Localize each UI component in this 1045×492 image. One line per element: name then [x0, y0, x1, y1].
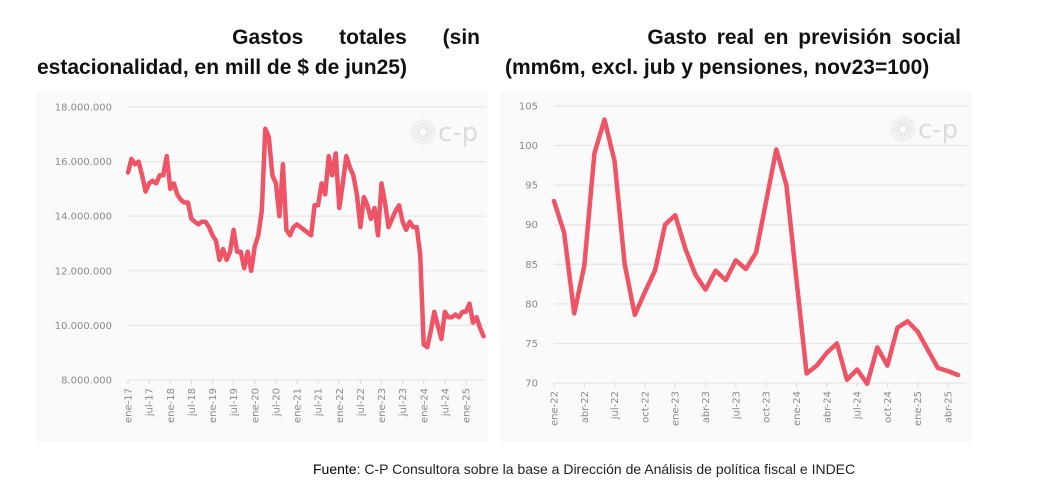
left-chart-y-tick-label: 14.000.000 — [55, 212, 112, 223]
source-text: C-P Consultora sobre la base a Dirección… — [364, 461, 856, 477]
right-chart-x-tick-label: abr-22 — [580, 391, 591, 423]
left-chart-x-tick-label: jul-17 — [145, 388, 156, 417]
right-chart-x-tick-label: abr-23 — [701, 391, 712, 423]
right-chart-y-tick-label: 70 — [525, 379, 538, 390]
right-chart-x-tick-label: jul-23 — [731, 391, 742, 420]
left-chart-x-tick-label: jul-23 — [398, 388, 409, 417]
left-chart-x-tick-label: jul-20 — [271, 388, 282, 417]
left-chart-watermark-text: c-p — [438, 118, 478, 148]
left-chart-x-tick-label: jul-21 — [314, 388, 325, 417]
right-chart-y-tick-label: 105 — [519, 102, 538, 113]
left-chart-x-tick-label: jul-18 — [187, 388, 198, 417]
right-chart-y-tick-label: 85 — [525, 260, 538, 271]
left-chart-x-tick-label: jul-22 — [356, 388, 367, 417]
right-chart-watermark-text: c-p — [918, 115, 958, 145]
left-chart-x-tick-label: jul-24 — [440, 388, 451, 417]
left-chart-panel: 8.000.000 10.000.000 12.000.000 14.000.000 1… — [36, 92, 488, 442]
right-chart-x-tick-label: ene-24 — [792, 391, 803, 426]
right-chart-x-tick-label: oct-22 — [640, 391, 651, 423]
right-chart-x-tick-label: jul-24 — [853, 391, 864, 420]
left-chart-sun-icon — [410, 119, 436, 145]
left-chart-x-tick-label: ene-19 — [208, 388, 219, 423]
right-chart-y-tick-label: 80 — [525, 299, 538, 310]
left-chart-series-line — [125, 126, 486, 350]
right-chart-x-tick-label: jul-22 — [610, 391, 621, 420]
left-chart-x-tick-label: ene-22 — [335, 388, 346, 423]
left-chart-title-line1: Gastos totales (sin — [232, 26, 480, 49]
right-chart-title-line2: (mm6m, excl. jub y pensiones, nov23=100) — [505, 56, 930, 79]
right-chart-x-tick-label: oct-23 — [762, 391, 773, 423]
right-chart-x-tick-label: abr-24 — [822, 391, 833, 423]
right-chart-x-tick-label: ene-23 — [671, 391, 682, 426]
right-chart-watermark-logo: c-p — [890, 115, 958, 145]
source-note: Fuente: C-P Consultora sobre la base a D… — [313, 461, 855, 477]
left-chart-title: Gastos totales (sin estacionalidad, en m… — [37, 23, 480, 83]
left-chart-svg: 8.000.000 10.000.000 12.000.000 14.000.000 1… — [55, 103, 486, 423]
right-chart-panel: 70 75 80 85 90 95 100 105 ene-22 abr-22 jul-22 oct-… — [500, 92, 972, 442]
left-chart-x-tick-label: ene-24 — [419, 388, 430, 423]
left-chart-y-tick-label: 12.000.000 — [55, 266, 112, 277]
left-chart-x-tick-label: jul-19 — [229, 388, 240, 417]
right-chart-title-line1: Gasto real en previsión social — [647, 26, 961, 49]
right-chart-svg: 70 75 80 85 90 95 100 105 ene-22 abr-22 jul-22 oct-… — [519, 102, 967, 426]
right-chart-x-tick-label: ene-22 — [550, 391, 561, 426]
right-chart-y-tick-label: 75 — [525, 339, 538, 350]
right-chart-y-tick-label: 90 — [525, 220, 538, 231]
right-chart-series-line — [551, 117, 961, 387]
left-chart-x-tick-label: ene-18 — [166, 388, 177, 423]
right-chart-x-tick-label: ene-25 — [913, 391, 924, 426]
left-chart-x-tick-label: ene-25 — [462, 388, 473, 423]
right-chart-y-tick-label: 100 — [519, 141, 538, 152]
left-chart-x-tick-label: ene-23 — [377, 388, 388, 423]
right-chart-x-tick-label: oct-24 — [883, 391, 894, 423]
left-chart-x-tick-label: ene-17 — [124, 388, 135, 423]
right-chart-title: Gasto real en previsión social (mm6m, ex… — [505, 23, 961, 83]
source-label: Fuente: — [313, 461, 361, 477]
right-chart-sun-icon — [890, 116, 916, 142]
right-chart-x-tick-label: abr-25 — [944, 391, 955, 423]
left-chart-title-line2: estacionalidad, en mill de $ de jun25) — [37, 56, 407, 79]
left-chart-y-tick-label: 18.000.000 — [55, 103, 112, 114]
left-chart-y-tick-label: 8.000.000 — [61, 376, 112, 387]
left-chart-y-tick-label: 16.000.000 — [55, 157, 112, 168]
left-chart-watermark-logo: c-p — [410, 118, 478, 148]
left-chart-x-tick-label: ene-20 — [250, 388, 261, 423]
left-chart-y-tick-label: 10.000.000 — [55, 321, 112, 332]
left-chart-x-tick-label: ene-21 — [293, 388, 304, 423]
right-chart-y-tick-label: 95 — [525, 181, 538, 192]
